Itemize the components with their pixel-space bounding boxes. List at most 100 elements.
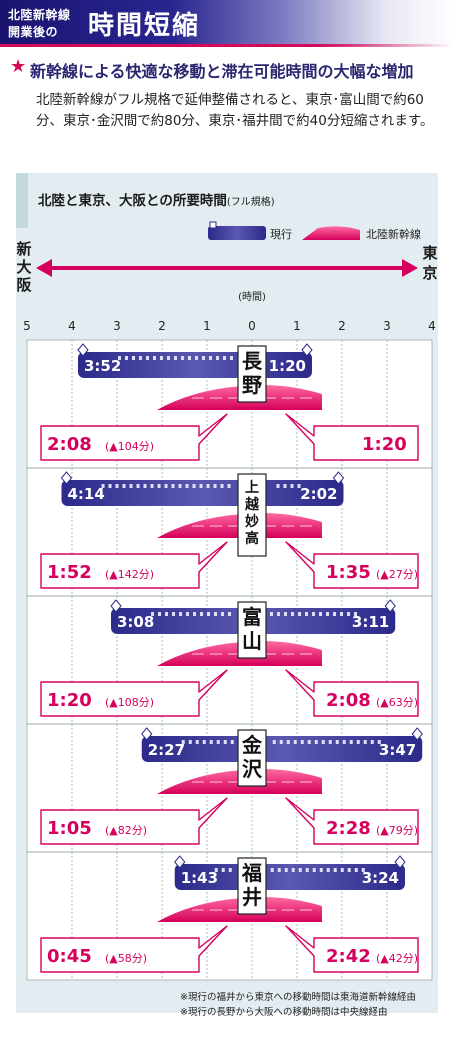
train-body [302,226,360,240]
bar-window [215,356,219,360]
train-cab [209,221,217,229]
cab-marker-left [60,471,73,485]
bar-window [347,868,351,872]
bar-window [181,740,185,744]
bar-window [228,868,232,872]
callout-osaka [40,413,228,461]
bar-window [326,612,330,616]
bar-window [291,868,295,872]
header-underline [0,44,454,47]
bar-window [216,740,220,744]
bar-window [228,612,232,616]
header: 北陸新幹線 開業後の 時間短縮 [0,0,454,47]
bar-window [305,612,309,616]
bar-window [354,868,358,872]
tick-label: 3 [383,319,391,333]
bar-window [157,484,161,488]
bar-window [300,740,304,744]
bar-label-tokyo: 1:20 [269,357,306,375]
reduction-osaka: (▲142分) [105,568,154,581]
tick-label: 2 [158,319,166,333]
tick-label: 4 [428,319,436,333]
station-name-box [237,729,267,787]
cab-marker-right [411,727,423,741]
train-body [208,226,266,240]
bar-window [206,484,210,488]
axis-left-label: 阪 [16,276,32,294]
bar-window [333,612,337,616]
bar-label-osaka: 1:43 [181,869,218,887]
bar-window [370,740,374,744]
bar-window [115,484,119,488]
bar-window [214,612,218,616]
bar-window [326,868,330,872]
bar-window [312,868,316,872]
cab-marker-right [332,471,345,485]
shinkansen-time-tokyo: 1:35 [326,562,371,583]
callout-tokyo [285,541,419,589]
station-name: 高 [245,530,259,547]
callout-tokyo [285,413,419,461]
bar-window [180,356,184,360]
bar-window [293,740,297,744]
bar-window [186,612,190,616]
bar-label-tokyo: 3:47 [379,741,416,759]
axis-left-label: 新 [16,240,31,258]
axis-left-label: 大 [16,258,31,276]
train-current-icon [208,221,266,240]
footnotes: ※現行の福井から東京への移動時間は東海道新幹線経由 ※現行の長野から大阪への移動… [180,990,416,1020]
bar-window [229,356,233,360]
cab-marker-left [77,343,89,357]
bar-window [347,612,351,616]
bar-window [297,484,301,488]
bar-window [354,612,358,616]
bar-window [129,484,133,488]
bar-window [171,484,175,488]
station-name: 福 [241,861,262,885]
station-name: 富 [242,605,262,629]
bar-window [319,868,323,872]
bar-window [165,612,169,616]
bar-window [335,740,339,744]
bar-window [151,612,155,616]
bar-window [195,740,199,744]
bar-window [333,868,337,872]
callout-osaka [40,669,228,717]
bar-window [143,484,147,488]
bar-window [194,356,198,360]
shinkansen-time-osaka: 1:20 [47,690,92,711]
chart-legend: 現行 北陸新幹線 [208,221,421,241]
bar-window [361,868,365,872]
shinkansen-time-tokyo: 2:08 [326,690,371,711]
station-name: 妙 [245,513,259,530]
bar-window [279,740,283,744]
tick-label: 3 [113,319,121,333]
shinkansen-time-tokyo: 2:28 [326,818,371,839]
bar-window [290,484,294,488]
station-name-box [237,857,267,915]
chart-title-text: 北陸と東京、大阪との所要時間 [38,193,227,209]
bar-window [222,356,226,360]
bar-window [172,612,176,616]
bar-window [305,868,309,872]
bar-window [117,356,121,360]
bar-window [131,356,135,360]
bar-window [349,740,353,744]
shinkansen-time-osaka: 1:05 [47,818,92,839]
cab-marker-right [384,599,396,613]
station-row: 3:52 1:20 長野 2:08 (▲104分) 1:20 [40,343,419,461]
station-name: 上 [245,480,259,496]
station-name: 井 [242,885,262,909]
bar-window [230,740,234,744]
callout-osaka [40,925,228,973]
bar-label-osaka: 2:27 [148,741,185,759]
reduction-tokyo: (▲79分) [376,824,418,837]
bar-window [270,612,274,616]
bar-window [272,740,276,744]
bar-window [179,612,183,616]
bar-window [312,612,316,616]
bar-window [277,868,281,872]
bar-window [340,868,344,872]
station-name-box [237,345,267,403]
